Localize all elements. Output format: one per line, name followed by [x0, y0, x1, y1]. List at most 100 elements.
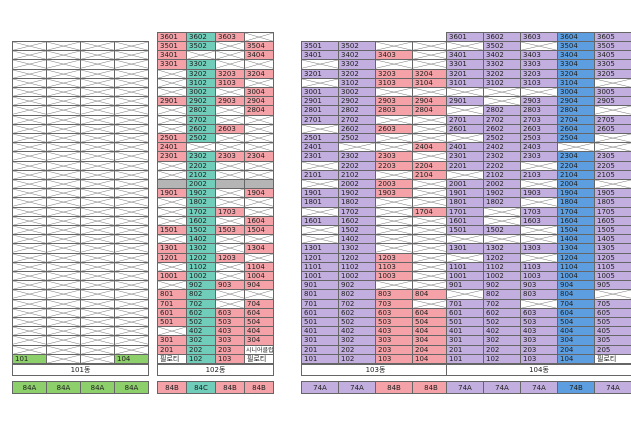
cross-mark-icon: [413, 235, 449, 243]
cross-mark-icon: [245, 254, 273, 262]
cross-mark-icon: [245, 33, 273, 41]
cross-mark-icon: [47, 51, 80, 59]
cross-mark-icon: [115, 70, 148, 78]
cross-mark-icon: [413, 51, 449, 59]
cross-mark-icon: [376, 217, 412, 225]
cross-mark-icon: [158, 198, 186, 206]
cross-mark-icon: [216, 300, 244, 308]
cross-mark-icon: [595, 79, 631, 87]
cross-mark-icon: [115, 300, 148, 308]
unit-type-label: 84B: [215, 381, 245, 394]
cross-mark-icon: [158, 106, 186, 114]
cross-mark-icon: [115, 235, 148, 243]
cross-mark-icon: [302, 79, 338, 87]
cross-mark-icon: [81, 70, 114, 78]
cross-mark-icon: [245, 134, 273, 142]
cross-mark-icon: [47, 300, 80, 308]
cross-mark-icon: [81, 60, 114, 68]
cross-mark-icon: [521, 162, 557, 170]
cross-mark-icon: [81, 300, 114, 308]
cross-mark-icon: [13, 189, 46, 197]
cross-mark-icon: [115, 327, 148, 335]
cross-mark-icon: [47, 97, 80, 105]
cross-mark-icon: [484, 217, 520, 225]
unit-type-label: 84B: [244, 381, 274, 394]
cross-mark-icon: [47, 272, 80, 280]
cross-mark-icon: [158, 171, 186, 179]
cross-mark-icon: [158, 327, 186, 335]
cross-mark-icon: [81, 42, 114, 50]
cross-mark-icon: [47, 254, 80, 262]
cross-mark-icon: [81, 355, 114, 363]
empty-unit-cell: [46, 353, 81, 364]
cross-mark-icon: [216, 290, 244, 298]
cross-mark-icon: [115, 189, 148, 197]
cross-mark-icon: [115, 336, 148, 344]
cross-mark-icon: [47, 106, 80, 114]
cross-mark-icon: [47, 134, 80, 142]
cross-mark-icon: [47, 143, 80, 151]
cross-mark-icon: [521, 198, 557, 206]
cross-mark-icon: [81, 346, 114, 354]
cross-mark-icon: [521, 235, 557, 243]
cross-mark-icon: [216, 189, 244, 197]
cross-mark-icon: [521, 226, 557, 234]
cross-mark-icon: [47, 217, 80, 225]
cross-mark-icon: [13, 171, 46, 179]
cross-mark-icon: [413, 281, 449, 289]
cross-mark-icon: [216, 263, 244, 271]
cross-mark-icon: [13, 263, 46, 271]
cross-mark-icon: [47, 309, 80, 317]
cross-mark-icon: [47, 79, 80, 87]
cross-mark-icon: [47, 235, 80, 243]
cross-mark-icon: [413, 244, 449, 252]
cross-mark-icon: [115, 42, 148, 50]
cross-mark-icon: [13, 327, 46, 335]
cross-mark-icon: [13, 226, 46, 234]
cross-mark-icon: [158, 281, 186, 289]
cross-mark-icon: [13, 134, 46, 142]
cross-mark-icon: [13, 143, 46, 151]
cross-mark-icon: [13, 290, 46, 298]
cross-mark-icon: [13, 208, 46, 216]
cross-mark-icon: [447, 88, 483, 96]
cross-mark-icon: [245, 290, 273, 298]
cross-mark-icon: [216, 198, 244, 206]
cross-mark-icon: [521, 88, 557, 96]
cross-mark-icon: [216, 272, 244, 280]
unit-cell: 103: [520, 353, 558, 364]
cross-mark-icon: [595, 106, 631, 114]
cross-mark-icon: [115, 263, 148, 271]
unit-type-label: 74B: [557, 381, 595, 394]
cross-mark-icon: [245, 171, 273, 179]
cross-mark-icon: [115, 143, 148, 151]
cross-mark-icon: [447, 171, 483, 179]
cross-mark-icon: [216, 134, 244, 142]
cross-mark-icon: [47, 318, 80, 326]
cross-mark-icon: [47, 88, 80, 96]
cross-mark-icon: [47, 290, 80, 298]
cross-mark-icon: [158, 162, 186, 170]
cross-mark-icon: [216, 217, 244, 225]
cross-mark-icon: [81, 254, 114, 262]
unit-type-label: 74A: [520, 381, 558, 394]
cross-mark-icon: [376, 116, 412, 124]
cross-mark-icon: [447, 254, 483, 262]
cross-mark-icon: [13, 162, 46, 170]
cross-mark-icon: [245, 162, 273, 170]
cross-mark-icon: [302, 235, 338, 243]
cross-mark-icon: [47, 208, 80, 216]
cross-mark-icon: [158, 208, 186, 216]
unit-type-label: 84A: [46, 381, 81, 394]
unit-cell: 필로티: [157, 353, 187, 364]
cross-mark-icon: [47, 355, 80, 363]
cross-mark-icon: [447, 290, 483, 298]
cross-mark-icon: [521, 42, 557, 50]
unit-type-label: 84A: [114, 381, 149, 394]
cross-mark-icon: [81, 116, 114, 124]
unit-cell: 104: [114, 353, 149, 364]
unit-type-label: 84B: [375, 381, 413, 394]
cross-mark-icon: [81, 336, 114, 344]
cross-mark-icon: [47, 125, 80, 133]
cross-mark-icon: [376, 208, 412, 216]
